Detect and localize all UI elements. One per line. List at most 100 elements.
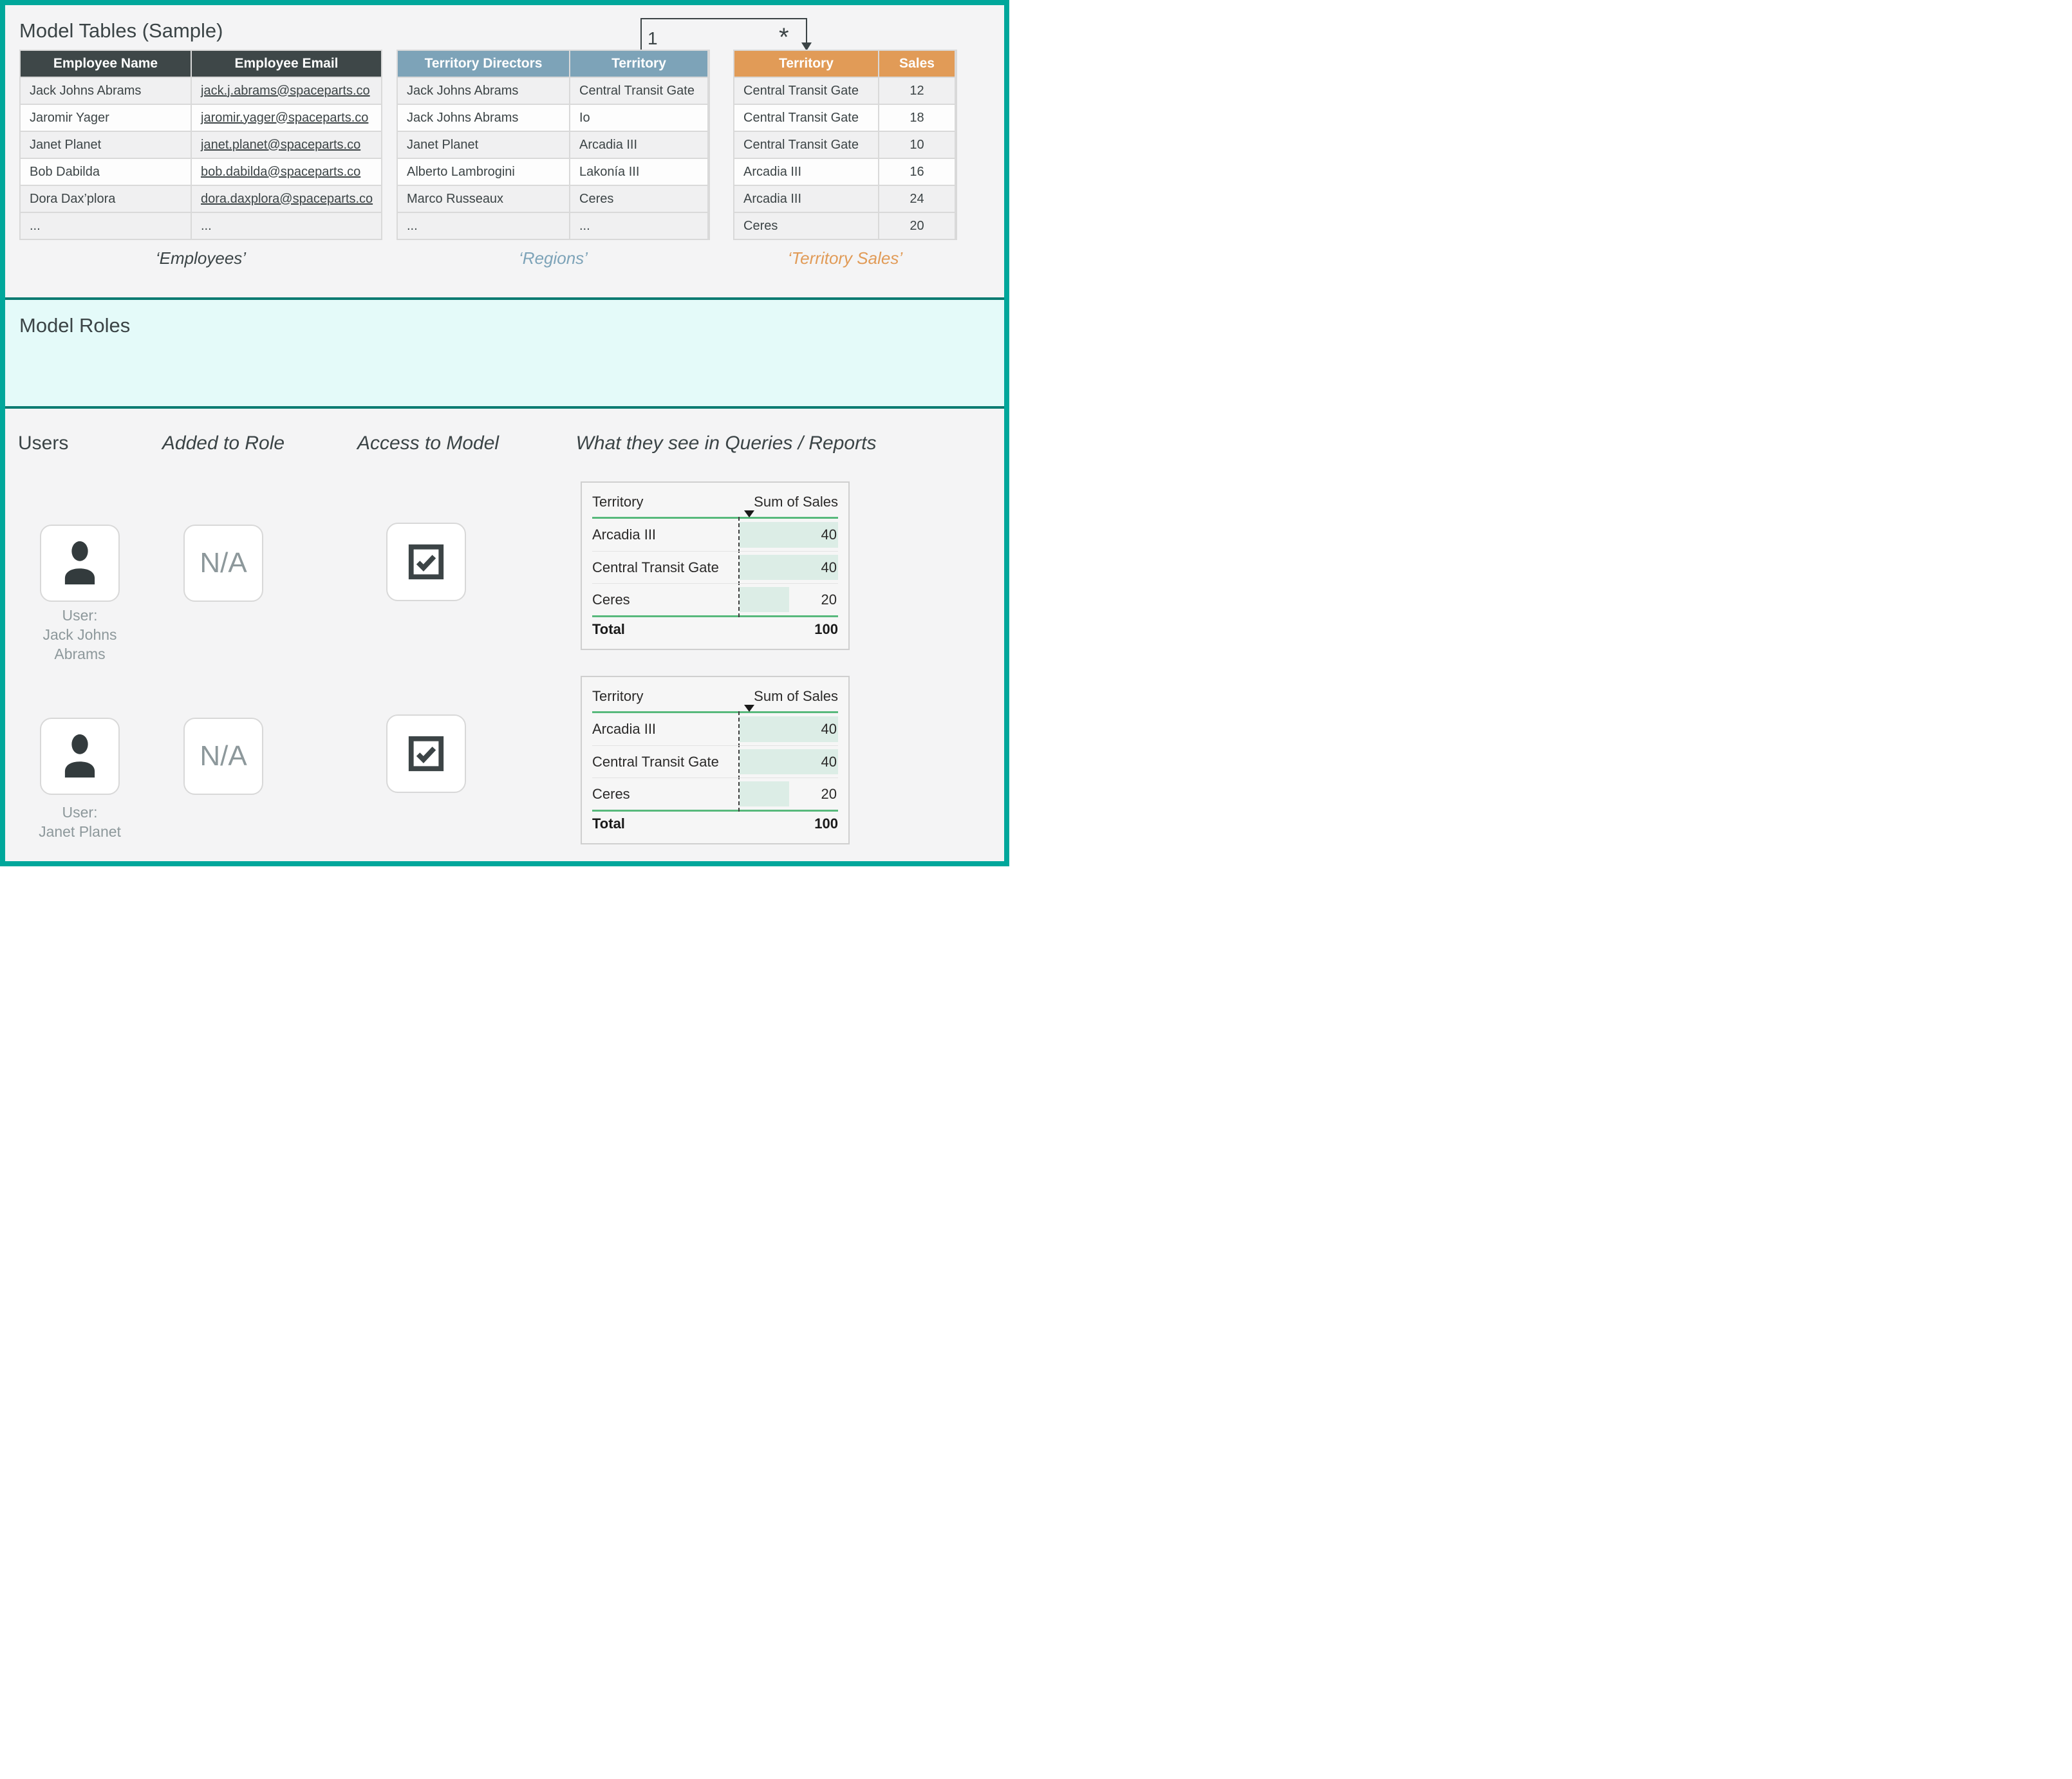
- regions-header-directors: Territory Directors: [398, 51, 569, 77]
- user-icon-box: [40, 718, 120, 795]
- report-table-jack: Territory Sum of Sales Arcadia III 40 Ce…: [581, 481, 850, 650]
- report-col-sum-of-sales[interactable]: Sum of Sales: [754, 688, 838, 705]
- territory-name: Arcadia III: [734, 159, 878, 185]
- table-row: Jack Johns Abrams Io: [398, 105, 709, 131]
- report-total-value: 100: [814, 815, 838, 832]
- report-territory: Central Transit Gate: [592, 754, 740, 770]
- table-row: Central Transit Gate 18: [734, 105, 956, 131]
- report-col-sum-of-sales[interactable]: Sum of Sales: [754, 494, 838, 510]
- employee-name: Jack Johns Abrams: [21, 78, 191, 104]
- territory-name: Central Transit Gate: [734, 105, 878, 131]
- column-header-reports: What they see in Queries / Reports: [552, 433, 900, 454]
- report-value: 40: [821, 721, 837, 738]
- table-row: Jack Johns Abrams jack.j.abrams@spacepar…: [21, 78, 381, 104]
- table-row: Marco Russeaux Ceres: [398, 186, 709, 212]
- employees-caption: ‘Employees’: [19, 248, 382, 268]
- director-name: Marco Russeaux: [398, 186, 569, 212]
- model-roles-section: Model Roles: [5, 300, 1004, 406]
- territory-sales-table: Territory Sales Central Transit Gate 12 …: [733, 50, 957, 240]
- relationship-line-horizontal: [640, 18, 807, 19]
- report-row: Arcadia III 40: [592, 713, 838, 745]
- user-label-line: Abrams: [9, 644, 151, 664]
- ellipsis-cell: ...: [21, 213, 191, 239]
- employee-email-link[interactable]: jack.j.abrams@spaceparts.co: [192, 78, 381, 104]
- table-row: Janet Planet janet.planet@spaceparts.co: [21, 132, 381, 158]
- access-to-model-box: [386, 523, 466, 601]
- report-territory: Ceres: [592, 786, 740, 803]
- na-label: N/A: [200, 740, 247, 772]
- table-row: ... ...: [21, 213, 381, 239]
- users-access-section: Users Added to Role Access to Model What…: [5, 409, 1004, 861]
- regions-table: Territory Directors Territory Jack Johns…: [397, 50, 710, 240]
- territory-name: Ceres: [734, 213, 878, 239]
- relationship-line-many-side: [806, 18, 807, 44]
- checked-checkbox-icon[interactable]: [406, 734, 446, 774]
- sales-header-territory: Territory: [734, 51, 878, 77]
- report-row: Arcadia III 40: [592, 519, 838, 551]
- diagram-page: Model Tables (Sample) 1 * Employee Name …: [0, 0, 1009, 866]
- added-to-role-box: N/A: [183, 525, 263, 602]
- report-row: Ceres 20: [592, 778, 838, 810]
- employee-email-link[interactable]: janet.planet@spaceparts.co: [192, 132, 381, 158]
- employee-name: Jaromir Yager: [21, 105, 191, 131]
- ellipsis-cell: ...: [570, 213, 707, 239]
- director-name: Alberto Lambrogini: [398, 159, 569, 185]
- table-row: Arcadia III 24: [734, 186, 956, 212]
- territory-name: Central Transit Gate: [734, 78, 878, 104]
- table-row: Dora Dax’plora dora.daxplora@spaceparts.…: [21, 186, 381, 212]
- report-total-label: Total: [592, 621, 625, 638]
- director-name: Jack Johns Abrams: [398, 78, 569, 104]
- data-bar: [740, 781, 789, 806]
- access-to-model-box: [386, 714, 466, 793]
- sort-descending-icon[interactable]: [744, 705, 754, 712]
- person-icon: [59, 731, 101, 782]
- column-header-added-to-role: Added to Role: [153, 433, 294, 454]
- employee-name: Bob Dabilda: [21, 159, 191, 185]
- table-row: Jaromir Yager jaromir.yager@spaceparts.c…: [21, 105, 381, 131]
- section-title-model-roles: Model Roles: [19, 314, 130, 337]
- table-row: Bob Dabilda bob.dabilda@spaceparts.co: [21, 159, 381, 185]
- table-row: Arcadia III 16: [734, 159, 956, 185]
- ellipsis-cell: ...: [192, 213, 381, 239]
- report-total-value: 100: [814, 621, 838, 638]
- employee-email-link[interactable]: dora.daxplora@spaceparts.co: [192, 186, 381, 212]
- territory-name: Arcadia III: [570, 132, 707, 158]
- sales-value: 20: [879, 213, 955, 239]
- report-col-territory: Territory: [592, 494, 643, 510]
- user-label: User: Janet Planet: [9, 803, 151, 841]
- report-total-row: Total 100: [592, 617, 838, 642]
- sort-descending-icon[interactable]: [744, 510, 754, 517]
- sales-value: 18: [879, 105, 955, 131]
- regions-caption: ‘Regions’: [397, 248, 710, 268]
- data-bar: [740, 587, 789, 612]
- report-total-row: Total 100: [592, 812, 838, 836]
- user-label-line: User:: [9, 606, 151, 625]
- territory-name: Lakonía III: [570, 159, 707, 185]
- relationship-many-label: *: [779, 24, 789, 50]
- added-to-role-box: N/A: [183, 718, 263, 795]
- territory-name: Central Transit Gate: [570, 78, 707, 104]
- user-label-line: Jack Johns: [9, 625, 151, 644]
- user-label: User: Jack Johns Abrams: [9, 606, 151, 664]
- na-label: N/A: [200, 547, 247, 579]
- territory-sales-caption: ‘Territory Sales’: [733, 248, 957, 268]
- director-name: Jack Johns Abrams: [398, 105, 569, 131]
- table-row: ... ...: [398, 213, 709, 239]
- table-row: Central Transit Gate 10: [734, 132, 956, 158]
- user-label-line: Janet Planet: [9, 822, 151, 841]
- table-row: Central Transit Gate 12: [734, 78, 956, 104]
- regions-header-territory: Territory: [570, 51, 707, 77]
- model-tables-section: Model Tables (Sample) 1 * Employee Name …: [5, 5, 1004, 297]
- report-value: 40: [821, 526, 837, 543]
- employees-table: Employee Name Employee Email Jack Johns …: [19, 50, 382, 240]
- employee-email-link[interactable]: jaromir.yager@spaceparts.co: [192, 105, 381, 131]
- table-row: Jack Johns Abrams Central Transit Gate: [398, 78, 709, 104]
- report-rows: Arcadia III 40 Central Transit Gate 40 C…: [592, 713, 838, 810]
- checked-checkbox-icon[interactable]: [406, 542, 446, 582]
- territory-name: Central Transit Gate: [734, 132, 878, 158]
- report-row: Central Transit Gate 40: [592, 551, 838, 583]
- employee-email-link[interactable]: bob.dabilda@spaceparts.co: [192, 159, 381, 185]
- territory-name: Arcadia III: [734, 186, 878, 212]
- employees-header-name: Employee Name: [21, 51, 191, 77]
- sales-value: 12: [879, 78, 955, 104]
